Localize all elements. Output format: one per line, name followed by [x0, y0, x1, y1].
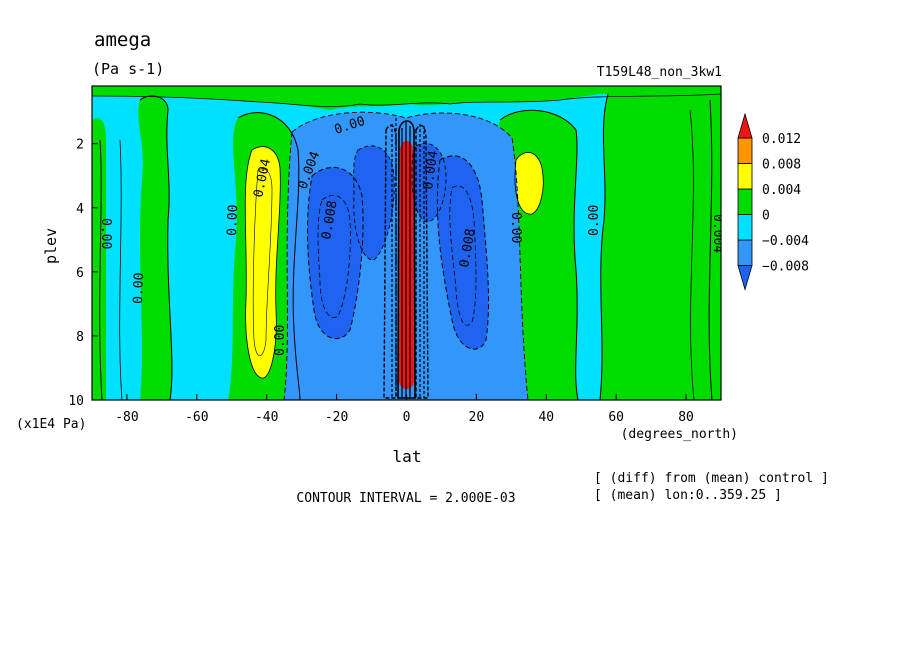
x-axis-units: (degrees_north): [621, 427, 738, 442]
x-axis-label: lat: [393, 447, 422, 466]
green-region-south-edge: [92, 118, 106, 400]
x-tick-label: -20: [325, 410, 348, 425]
x-tick-label: 0: [403, 410, 411, 425]
contour-label: 0.00: [131, 272, 147, 304]
colorbar-swatch: [737, 137, 753, 164]
colorbar-swatch: [737, 214, 753, 241]
green-region-south-1: [138, 95, 172, 400]
x-tick-label: 60: [608, 410, 624, 425]
run-label: T159L48_non_3kw1: [597, 65, 722, 80]
yellow-region-north: [514, 152, 544, 215]
x-tick-label: 20: [469, 410, 485, 425]
contour-label: 0.00: [273, 325, 288, 356]
ascent-core-south: [307, 167, 364, 339]
x-axis: -80 -60 -40 -20 0 20 40 60 80: [115, 394, 694, 425]
green-region-north-2: [600, 94, 721, 400]
chart-units: (Pa s-1): [92, 60, 164, 78]
colorbar: 0.012 0.008 0.004 0 −0.004 −0.008: [737, 112, 809, 291]
note-mean: [ (mean) lon:0..359.25 ]: [594, 488, 782, 503]
y-axis: 2 4 6 8 10: [68, 138, 98, 409]
colorbar-arrow-top: [737, 112, 753, 139]
colorbar-label: 0.004: [762, 183, 801, 198]
colorbar-label: 0.008: [762, 158, 801, 173]
contour-label: 0.00: [98, 218, 113, 249]
contour-lines: [92, 93, 721, 400]
colorbar-label: −0.004: [762, 234, 809, 249]
y-tick-label: 10: [68, 394, 84, 409]
ascent-core-north: [437, 155, 489, 350]
contour-label: 0.00: [225, 204, 241, 236]
x-tick-label: -40: [255, 410, 278, 425]
contour-label: 0.008: [319, 200, 341, 241]
contour-label: 0.004: [710, 214, 725, 253]
contour-label: 0.00: [587, 205, 602, 236]
y-tick-label: 2: [76, 138, 84, 153]
x-tick-label: 40: [538, 410, 554, 425]
note-diff: [ (diff) from (mean) control ]: [594, 471, 829, 486]
y-tick-label: 4: [76, 202, 84, 217]
contour-interval: CONTOUR INTERVAL = 2.000E-03: [296, 491, 515, 506]
y-tick-label: 6: [76, 266, 84, 281]
contour-label: 0.004: [421, 150, 441, 191]
colorbar-arrow-bottom: [737, 265, 753, 291]
plot-area: 0.00 0.004 0.00 0.004 0.008 0.004 0.008 …: [92, 86, 725, 400]
x-tick-label: 80: [678, 410, 694, 425]
y-axis-label: plev: [42, 228, 60, 264]
ascent-core-south-upper: [353, 145, 395, 261]
chart-title: amega: [94, 29, 151, 51]
colorbar-swatch: [737, 188, 753, 215]
x-tick-label: -60: [185, 410, 208, 425]
y-axis-units: (x1E4 Pa): [16, 417, 86, 432]
y-tick-label: 8: [76, 330, 84, 345]
green-region-top: [92, 86, 721, 110]
x-tick-label: -80: [115, 410, 138, 425]
contour-label: 0.008: [457, 228, 479, 269]
colorbar-swatch: [737, 163, 753, 190]
colorbar-label: 0: [762, 209, 770, 224]
colorbar-label: 0.012: [762, 132, 801, 147]
colorbar-swatch: [737, 239, 753, 266]
contour-label: 0.00: [508, 212, 523, 243]
colorbar-label: −0.008: [762, 260, 809, 275]
